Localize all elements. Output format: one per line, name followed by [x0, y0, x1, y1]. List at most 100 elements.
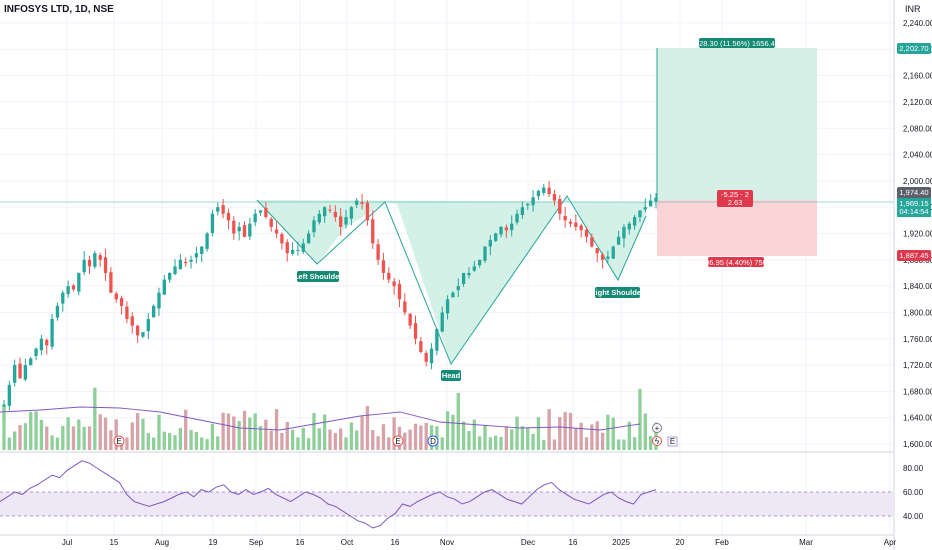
label-head[interactable]: Head — [441, 370, 461, 381]
candle-body — [563, 215, 567, 221]
volume-bar — [248, 417, 252, 450]
volume-bar — [632, 437, 637, 450]
candle-body — [109, 272, 113, 293]
volume-bar — [141, 418, 145, 450]
earnings-marker-1[interactable]: E — [113, 435, 125, 447]
price-axis[interactable]: 2,240.002,200.002,160.002,120.002,080.00… — [903, 19, 932, 449]
time-tick-label: 16 — [296, 538, 305, 547]
candle-body — [135, 325, 140, 336]
volume-bar — [520, 426, 525, 450]
volume-bar — [269, 430, 273, 450]
candle-body — [322, 207, 327, 217]
volume-bar — [130, 422, 134, 450]
price-tick-label: 2,000.00 — [903, 177, 932, 186]
volume-bar — [194, 431, 199, 450]
candle-body — [248, 223, 252, 237]
volume-bar — [13, 431, 17, 450]
volume-bar — [638, 388, 642, 450]
svg-text:Left Shoulder: Left Shoulder — [294, 272, 342, 281]
volume-bar — [178, 427, 183, 450]
candle-body — [328, 209, 332, 211]
volume-bar — [488, 437, 492, 450]
volume-bar — [371, 429, 375, 450]
time-tick-label: Oct — [341, 538, 354, 547]
volume-bar — [504, 426, 509, 450]
volume-bar — [55, 437, 60, 450]
volume-bar — [536, 417, 541, 450]
dividend-marker[interactable]: D — [427, 435, 439, 447]
symbol-title[interactable]: INFOSYS LTD, 1D, NSE — [4, 4, 114, 15]
candle-body — [103, 257, 108, 273]
volume-bar — [616, 439, 621, 450]
candle-body — [355, 200, 359, 205]
volume-bar — [301, 427, 305, 450]
time-tick-label: Feb — [715, 538, 729, 547]
volume-bar — [392, 417, 396, 450]
volume-bar — [34, 411, 38, 450]
volume-bar — [445, 411, 450, 450]
volume-bar — [365, 406, 370, 450]
candle-body — [371, 219, 375, 244]
volume-bars — [2, 387, 658, 450]
candle-body — [333, 211, 338, 218]
svg-text:E: E — [395, 437, 400, 446]
svg-text:Head: Head — [442, 371, 461, 380]
time-axis[interactable]: Jul 15 Aug 19 Sep 16 Oct 16 Nov Dec 16 2025 20 Feb Mar… — [62, 538, 897, 547]
candle-body — [536, 190, 541, 197]
candle-body — [520, 207, 525, 216]
candle-body — [29, 358, 33, 366]
volume-bar — [526, 427, 530, 450]
add-event-icon[interactable]: + — [652, 423, 662, 434]
currency-label[interactable]: INR — [905, 4, 921, 14]
candle-body — [13, 365, 17, 383]
candle-body — [584, 229, 589, 237]
candle-body — [45, 339, 49, 346]
upcoming-earnings-marker[interactable]: E — [667, 436, 678, 447]
candle-body — [146, 319, 150, 332]
head-shoulders-pattern[interactable] — [257, 196, 646, 364]
candle-body — [93, 253, 97, 267]
candle-body — [648, 200, 653, 207]
candle-body — [258, 210, 263, 213]
candle-body — [141, 332, 145, 337]
volume-bar — [322, 414, 327, 450]
lightning-icon[interactable]: ϟ — [652, 436, 662, 447]
loss-zone[interactable] — [657, 200, 817, 256]
volume-bar — [216, 436, 220, 450]
candle-body — [285, 242, 289, 254]
svg-text:+: + — [655, 424, 660, 433]
candle-body — [77, 272, 81, 292]
candle-body — [429, 348, 434, 364]
rsi-axis: 80.00 60.00 40.00 — [903, 464, 924, 521]
label-right-shoulder[interactable]: Right Shoulder — [590, 287, 644, 298]
candle-body — [632, 217, 637, 226]
candle-body — [590, 237, 594, 247]
label-left-shoulder[interactable]: Left Shoulder — [294, 271, 342, 282]
earnings-marker-2[interactable]: E — [392, 435, 404, 447]
candle-body — [547, 187, 551, 195]
volume-bar — [547, 409, 551, 450]
candle-body — [483, 246, 487, 261]
time-tick-label: 16 — [569, 538, 578, 547]
candle-body — [349, 207, 354, 219]
candle-body — [365, 202, 370, 221]
candle-body — [290, 249, 295, 254]
head-shoulders-outline — [256, 195, 647, 366]
target-price-tag: 2,202.70 — [897, 43, 931, 54]
volume-bar — [200, 437, 204, 450]
volume-bar — [333, 433, 338, 450]
candle-body — [451, 292, 455, 298]
candle-body — [194, 253, 199, 258]
candle-body — [296, 249, 300, 251]
volume-bar — [189, 429, 193, 450]
svg-text:-5.25 - 2: -5.25 - 2 — [721, 190, 749, 199]
candle-body — [445, 299, 450, 314]
volume-bar — [349, 422, 354, 450]
time-tick-label: 15 — [110, 538, 119, 547]
candle-body — [408, 313, 412, 326]
rsi-line — [0, 460, 657, 529]
volume-bar — [413, 423, 418, 450]
profit-zone[interactable] — [657, 48, 817, 200]
candle-body — [216, 207, 220, 212]
